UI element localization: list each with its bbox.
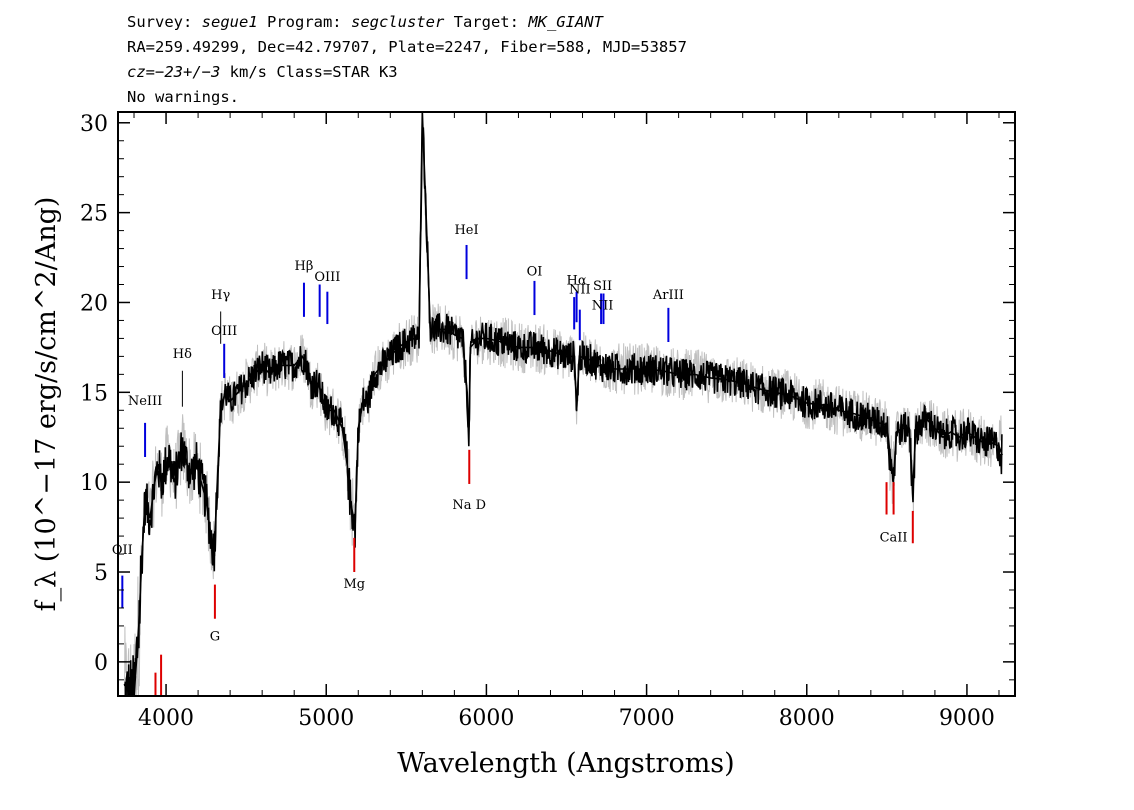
x-tick-label: 4000 [138, 706, 194, 731]
line-label: NII [569, 282, 591, 297]
line-label: NeIII [128, 394, 162, 409]
line-label: G [210, 629, 220, 644]
line-label: Hα [567, 274, 587, 289]
line-label: SII [593, 279, 612, 294]
flux-series [123, 112, 1003, 696]
y-tick-label: 5 [94, 561, 108, 586]
cz-value: −23+/−3 [155, 63, 221, 81]
x-tick-label: 6000 [458, 706, 514, 731]
x-tick-label: 8000 [779, 706, 835, 731]
axes: 4000 5000 6000 7000 8000 9000 0 5 10 15 20 25 30 [80, 112, 1015, 731]
x-tick-label: 7000 [619, 706, 675, 731]
program-label: Program: [257, 13, 351, 31]
cz-rest: km/s Class=STAR K3 [220, 63, 398, 81]
line-label: CaII [880, 530, 908, 545]
line-label: ArIII [652, 288, 684, 303]
header-line-warnings: No warnings. [127, 88, 239, 106]
line-label: Mg [343, 577, 365, 592]
survey-label: Survey: [127, 13, 202, 31]
program-value: segcluster [350, 13, 445, 31]
line-label: Hδ [173, 347, 192, 362]
target-label: Target: [444, 13, 529, 31]
line-label: Na D [452, 498, 486, 513]
flux-series-line [133, 112, 1003, 696]
line-label: HeI [454, 223, 478, 238]
y-axis-label: f_λ (10^−17 erg/s/cm^2/Ang) [31, 197, 62, 612]
flux-line [123, 122, 1003, 696]
svg-text:f_λ (10^−17 erg/s/cm^2/Ang): f_λ (10^−17 erg/s/cm^2/Ang) [31, 197, 62, 612]
line-label: OI [527, 265, 543, 280]
header-line-redshift: cz=−23+/−3 km/s Class=STAR K3 [127, 63, 398, 81]
cz-label: cz= [127, 63, 155, 81]
x-tick-label: 9000 [939, 706, 995, 731]
line-label: Hγ [211, 288, 230, 303]
line-label: Hβ [295, 259, 314, 274]
y-tick-label: 15 [80, 381, 108, 406]
y-tick-label: 0 [94, 651, 108, 676]
plot-frame [117, 111, 1016, 697]
y-tick-label: 10 [80, 471, 108, 496]
line-label: OIII [314, 270, 340, 285]
y-tick-label: 20 [80, 291, 108, 316]
x-tick-label: 5000 [298, 706, 354, 731]
x-axis-label: Wavelength (Angstroms) [397, 748, 734, 779]
line-label: OII [112, 543, 133, 558]
y-tick-label: 25 [80, 202, 108, 227]
line-label: NII [592, 299, 614, 314]
header-line-coordinates: RA=259.49299, Dec=42.79707, Plate=2247, … [127, 38, 687, 56]
y-tick-label: 30 [80, 112, 108, 137]
survey-value: segue1 [201, 13, 258, 31]
target-value: MK_GIANT [528, 13, 603, 31]
header-line-survey: Survey: segue1 Program: segcluster Targe… [127, 13, 603, 31]
line-label: OIII [211, 324, 237, 339]
